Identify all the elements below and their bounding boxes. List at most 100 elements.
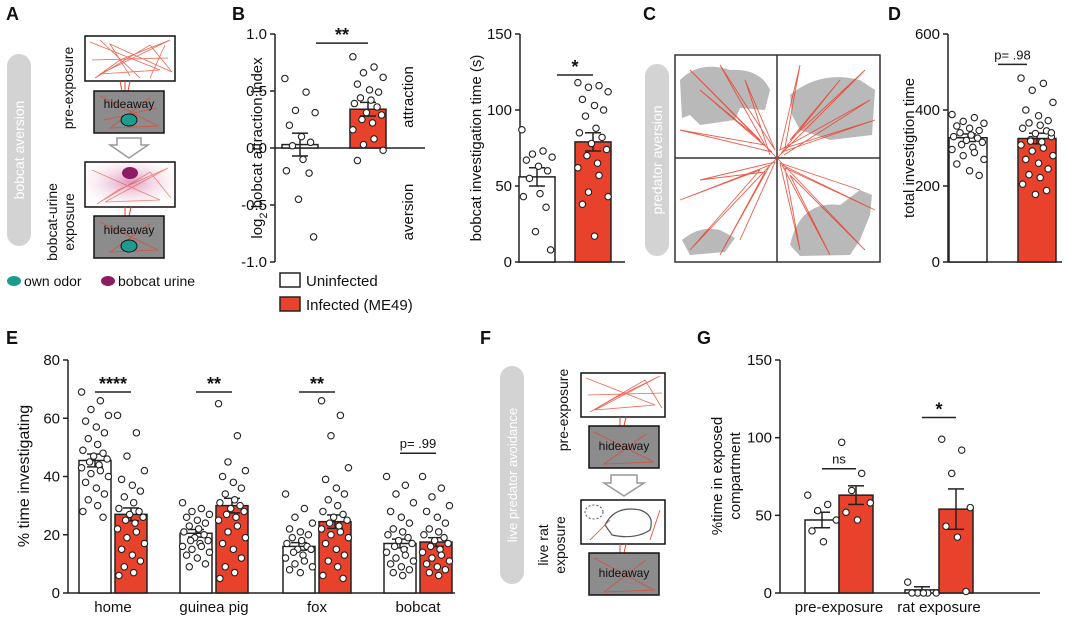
chart-d-infected-data-point <box>1031 129 1040 138</box>
chart-d-uninfected-data-point <box>959 151 967 160</box>
chart-e-2-uninfected-data-point <box>308 519 317 527</box>
chart-g|4-ytick-label: 50 <box>755 507 772 524</box>
chart-b2-uninfected-data-point <box>522 156 531 164</box>
panel-label-c: C <box>643 4 656 24</box>
chart-d|2-ytick-label: 200 <box>915 178 940 195</box>
chart-e-0-infected-data-point <box>140 466 149 475</box>
chart-g-category-label: pre-exposure <box>795 599 883 616</box>
chart-b1-uninfected-data-point <box>288 141 297 150</box>
chart-e-2-uninfected-data-point <box>285 565 294 574</box>
chart-b1-uninfected-data-point <box>297 132 306 141</box>
chart-e|3-ytick-label: 20 <box>43 527 60 544</box>
chart-e-3-uninfected-data-point <box>405 519 414 527</box>
chart-e-0-infected-data-point <box>136 557 145 565</box>
chart-e-3-uninfected-data-point <box>409 498 418 507</box>
chart-b2-infected-data-point <box>595 81 603 90</box>
chart-e-1-uninfected-data-point <box>178 498 187 507</box>
chart-b2-uninfected-data-point <box>542 203 550 212</box>
chart-e-0-infected-data-point <box>123 452 131 460</box>
chart-e-category-label: fox <box>307 599 328 616</box>
chart-e-2-uninfected-data-point <box>307 545 315 554</box>
rat-cage-icon <box>584 504 604 520</box>
chart-b2-infected-data-point <box>578 95 587 104</box>
chart-e-0-infected-data-point <box>136 487 145 495</box>
chart-d-infected-data-point <box>1028 86 1036 94</box>
chart-b1-uninfected-data-point <box>282 167 291 175</box>
chart-e-1-infected-data-point <box>240 507 248 516</box>
chart-e-2-uninfected-data-point <box>300 504 309 513</box>
chart-e-3-uninfected-data-point <box>398 528 407 536</box>
chart-e-0-infected-data-point <box>135 507 143 516</box>
chart-b1-infected-data-point <box>349 126 357 134</box>
chart-b1-infected-data-point <box>377 111 386 119</box>
chart-b2-uninfected-data-point <box>518 126 526 134</box>
chart-d-infected-data-point <box>1036 173 1044 182</box>
chart-e-1-infected-data-point <box>230 496 239 504</box>
chart-e-1-uninfected-data-point <box>180 528 188 536</box>
panel-f-schematic: live predator avoidance pre-exposure liv… <box>500 366 666 596</box>
chart-e-0-uninfected-data-point <box>92 484 101 492</box>
chart-e-0-uninfected-data-point <box>81 478 90 487</box>
chart-g-category-label: rat exposure <box>897 599 980 616</box>
chart-e-time-investigating: 0 20 40 60 80 % time investigating **** home ** g… <box>16 352 455 616</box>
chart-d-infected-data-point <box>1031 190 1040 199</box>
chart-e-3-uninfected-data-point <box>398 571 407 580</box>
chart-e-3-uninfected-data-point <box>382 472 391 481</box>
chart-b1-infected-data-point <box>359 140 368 149</box>
chart-b2|1-ytick-label: 150 <box>487 26 512 43</box>
chart-g-0-infected-data-point <box>847 486 856 495</box>
chart-e-3-uninfected-data-point <box>409 557 418 565</box>
chart-b1-uninfected-data-point <box>311 108 319 117</box>
chart-e-0-infected-data-point <box>115 504 123 513</box>
chart-e-3-infected-data-point <box>440 533 448 542</box>
chart-g-0-significance-label: ns <box>832 452 846 467</box>
chart-e-3-infected-data-point <box>434 571 443 580</box>
chart-d-uninfected-data-point <box>956 129 964 137</box>
chart-e-1-infected-data-point <box>241 533 250 542</box>
chart-g-0-infected-data-point <box>837 438 846 447</box>
panel-a-urine-label-line2: exposure <box>61 193 77 251</box>
chart-g-1-significance-label: * <box>935 399 942 419</box>
chart-b2-infected-data-point <box>598 133 606 142</box>
chart-e-3-infected-data-point <box>441 565 450 574</box>
chart-d-y-axis-title: total investigtion time <box>901 78 918 218</box>
panel-label-f: F <box>480 328 491 348</box>
chart-e-3-uninfected-data-point <box>389 525 398 533</box>
panel-f-rat-label-line2: exposure <box>552 516 568 574</box>
chart-d-infected-data-point <box>1042 186 1051 195</box>
chart-e-1-uninfected-data-point <box>186 536 195 545</box>
chart-d|2-ytick-label: 0 <box>932 254 940 271</box>
chart-b1-infected-data-point <box>358 115 366 124</box>
chart-e-3-infected-data-point <box>433 563 442 571</box>
chart-g-0-uninfected-data-point <box>823 500 832 509</box>
chart-e-2-uninfected-data-point <box>300 557 309 565</box>
chart-b1-significance-label: ** <box>335 25 349 45</box>
chart-b2-infected-data-point <box>584 83 593 91</box>
chart-g|4-ytick-label: 100 <box>747 430 772 447</box>
chart-e-2-infected-data-point <box>319 571 327 580</box>
chart-e-2-uninfected-data-point <box>291 560 299 568</box>
chart-e-1-infected-data-point <box>241 466 250 475</box>
chart-e-1-uninfected-data-point <box>182 513 191 522</box>
chart-b2-uninfected-data-point <box>534 162 543 170</box>
chart-e-0-uninfected-data-point <box>103 455 111 463</box>
chart-d-uninfected-bar <box>948 136 988 263</box>
chart-e-0-uninfected-data-point <box>81 417 90 425</box>
chart-b1-infected-data-point <box>370 63 378 71</box>
chart-d-uninfected-data-point <box>948 145 956 154</box>
chart-e-2-uninfected-data-point <box>285 525 294 533</box>
chart-g|4-ytick-label: 0 <box>764 585 772 602</box>
chart-g-1-uninfected-data-point <box>903 578 912 586</box>
panel-f-down-arrow-icon <box>601 474 647 497</box>
chart-b1-infected-data-point <box>349 53 357 61</box>
chart-e-1-uninfected-data-point <box>185 522 194 530</box>
bobcat-silhouette <box>790 190 872 256</box>
chart-g-0-uninfected-data-point <box>808 527 816 535</box>
chart-e-2-infected-data-point <box>333 501 342 510</box>
chart-e-0-infected-data-point <box>120 493 129 501</box>
chart-e-3-infected-data-point <box>422 507 431 516</box>
chart-e-3-uninfected-data-point <box>386 507 395 516</box>
chart-d-uninfected-data-point <box>975 126 983 135</box>
chart-e-1-uninfected-data-point <box>205 510 214 519</box>
panel-f-side-pill <box>500 366 524 584</box>
